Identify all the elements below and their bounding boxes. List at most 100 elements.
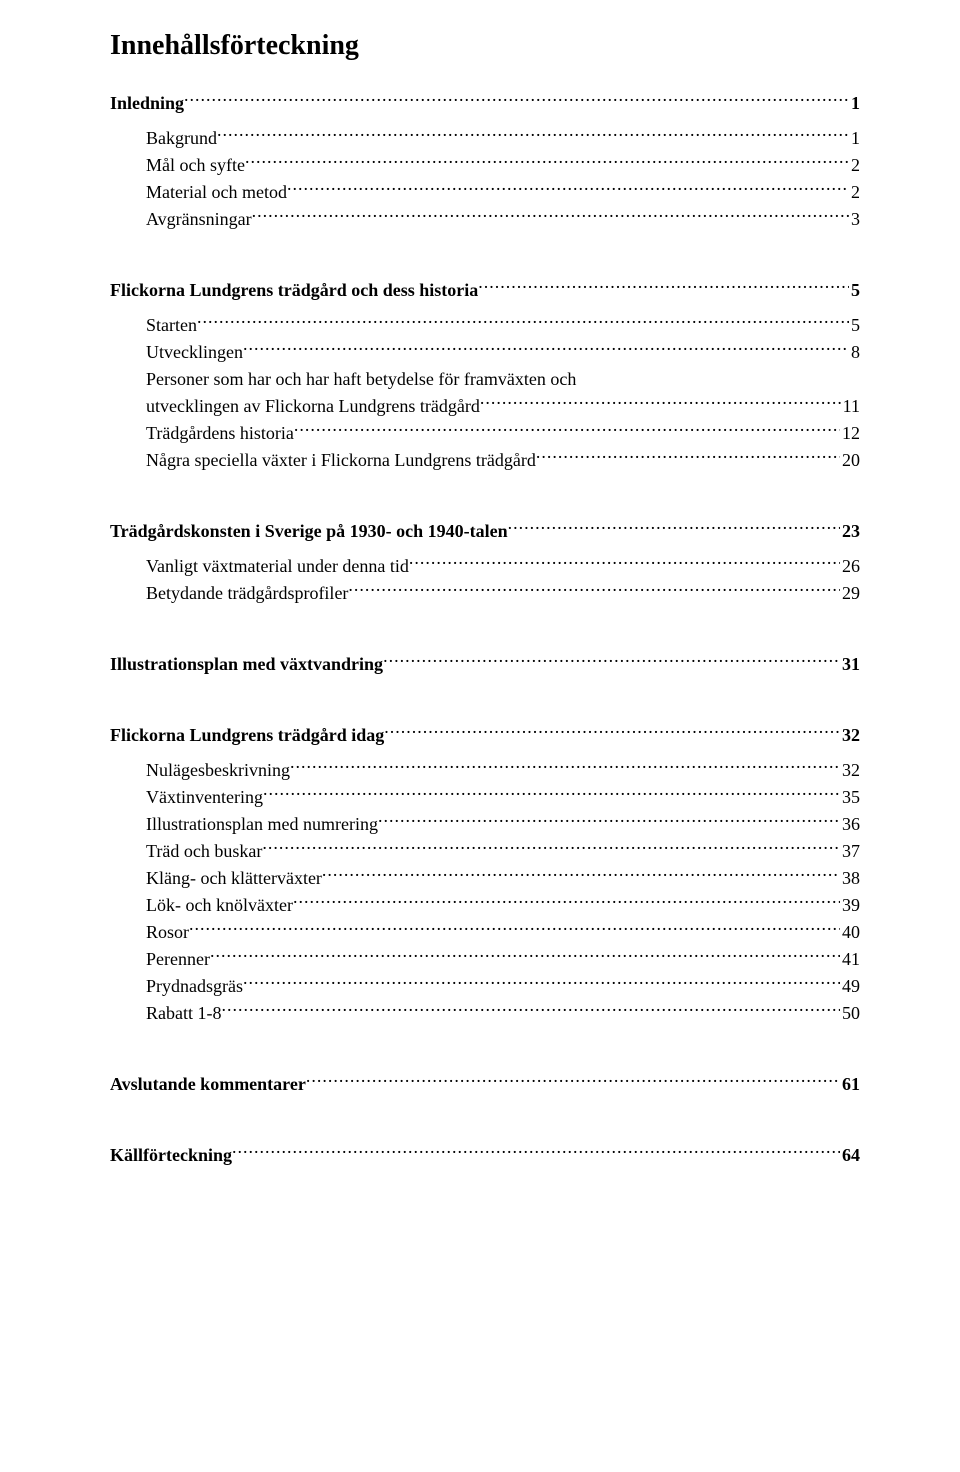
toc-entry-label: Prydnadsgräs (146, 973, 243, 1000)
toc-entry-label: Kläng- och klätterväxter (146, 865, 322, 892)
toc-entry-label: Illustrationsplan med numrering (146, 811, 378, 838)
toc-leader (210, 947, 840, 965)
toc-entry-page: 20 (840, 447, 860, 474)
toc-entry-page: 36 (840, 811, 860, 838)
toc-leader (478, 278, 849, 296)
toc-entry: Nulägesbeskrivning 32 (110, 757, 860, 784)
toc-leader (378, 812, 840, 830)
toc-entry-label: Mål och syfte (146, 152, 245, 179)
toc-entry-label: Material och metod (146, 179, 287, 206)
toc-entry-label: Växtinventering (146, 784, 263, 811)
toc-entry: Några speciella växter i Flickorna Lundg… (110, 447, 860, 474)
toc-entry-page: 31 (840, 651, 860, 678)
toc-leader (322, 866, 840, 884)
toc-entry-page: 32 (840, 722, 860, 749)
toc-leader (221, 1001, 840, 1019)
toc-entry-label: utvecklingen av Flickorna Lundgrens träd… (146, 393, 480, 420)
toc-entry-page: 1 (849, 125, 860, 152)
toc-entry-label: Perenner (146, 946, 210, 973)
toc-entry: Bakgrund1 (110, 125, 860, 152)
toc-entry: Perenner41 (110, 946, 860, 973)
toc-leader (197, 313, 849, 331)
toc-leader (290, 758, 840, 776)
toc-entry: Rosor40 (110, 919, 860, 946)
toc-entry-page: 32 (840, 757, 860, 784)
toc-entry: Betydande trädgårdsprofiler29 (110, 580, 860, 607)
toc-entry-label: Flickorna Lundgrens trädgård idag (110, 722, 384, 749)
toc-entry: Vanligt växtmaterial under denna tid 26 (110, 553, 860, 580)
toc-entry-label: Avgränsningar (146, 206, 252, 233)
toc-leader (262, 839, 840, 857)
toc-leader (243, 340, 849, 358)
toc-entry-page: 35 (840, 784, 860, 811)
toc-leader (287, 180, 849, 198)
toc-leader (189, 920, 840, 938)
toc-entry-page: 61 (840, 1071, 860, 1098)
toc-entry-page: 38 (840, 865, 860, 892)
toc-leader (294, 421, 840, 439)
toc-leader (293, 893, 840, 911)
toc-entry-label: Starten (146, 312, 197, 339)
toc-entry-label: Personer som har och har haft betydelse … (146, 366, 576, 393)
toc-entry-page: 50 (840, 1000, 860, 1027)
toc-leader (384, 723, 840, 741)
toc-entry-page: 64 (840, 1142, 860, 1169)
toc-entry-page: 11 (841, 393, 860, 420)
toc-entry-page: 23 (840, 518, 860, 545)
toc-entry-label: Lök- och knölväxter (146, 892, 293, 919)
toc-heading-entry: Flickorna Lundgrens trädgård och dess hi… (110, 277, 860, 304)
toc-entry: Växtinventering 35 (110, 784, 860, 811)
toc-leader (480, 394, 841, 412)
toc-entry-label: Vanligt växtmaterial under denna tid (146, 553, 409, 580)
toc-entry-page: 3 (849, 206, 860, 233)
toc-entry: Träd och buskar 37 (110, 838, 860, 865)
toc-entry-label: Inledning (110, 90, 184, 117)
toc-leader (245, 153, 849, 171)
toc-leader (263, 785, 840, 803)
toc-entry: Lök- och knölväxter 39 (110, 892, 860, 919)
toc-heading-entry: Illustrationsplan med växtvandring 31 (110, 651, 860, 678)
toc-entry: Starten 5 (110, 312, 860, 339)
toc-entry-page: 26 (840, 553, 860, 580)
toc-entry-page: 5 (849, 312, 860, 339)
toc-entry-label: Avslutande kommentarer (110, 1071, 306, 1098)
toc-entry: Trädgårdens historia12 (110, 420, 860, 447)
toc-leader (409, 554, 840, 572)
toc-entry-label: Trädgårdskonsten i Sverige på 1930- och … (110, 518, 508, 545)
toc-heading-entry: Källförteckning 64 (110, 1142, 860, 1169)
toc-entry: Avgränsningar 3 (110, 206, 860, 233)
toc-body: Inledning1Bakgrund1Mål och syfte2Materia… (110, 72, 860, 1169)
toc-entry: Prydnadsgräs 49 (110, 973, 860, 1000)
toc-leader (383, 652, 840, 670)
toc-entry-label: Utvecklingen (146, 339, 243, 366)
toc-entry-page: 2 (849, 152, 860, 179)
toc-entry-page: 5 (849, 277, 860, 304)
toc-entry-page: 37 (840, 838, 860, 865)
toc-entry: Illustrationsplan med numrering 36 (110, 811, 860, 838)
toc-entry-label: Träd och buskar (146, 838, 262, 865)
toc-entry: Rabatt 1-8 50 (110, 1000, 860, 1027)
toc-leader (243, 974, 840, 992)
toc-entry: Personer som har och har haft betydelse … (110, 366, 860, 393)
toc-entry-label: Källförteckning (110, 1142, 232, 1169)
toc-entry-label: Några speciella växter i Flickorna Lundg… (146, 447, 536, 474)
toc-entry-label: Nulägesbeskrivning (146, 757, 290, 784)
toc-heading-entry: Trädgårdskonsten i Sverige på 1930- och … (110, 518, 860, 545)
toc-entry: Material och metod2 (110, 179, 860, 206)
toc-entry: utvecklingen av Flickorna Lundgrens träd… (110, 393, 860, 420)
toc-leader (536, 448, 840, 466)
toc-leader (252, 207, 849, 225)
toc-entry-page: 49 (840, 973, 860, 1000)
toc-entry-label: Rabatt 1-8 (146, 1000, 221, 1027)
toc-entry: Utvecklingen 8 (110, 339, 860, 366)
toc-entry-page: 8 (849, 339, 860, 366)
toc-entry: Mål och syfte 2 (110, 152, 860, 179)
toc-heading-entry: Avslutande kommentarer 61 (110, 1071, 860, 1098)
toc-leader (232, 1143, 840, 1161)
toc-entry-label: Illustrationsplan med växtvandring (110, 651, 383, 678)
toc-entry-page: 1 (849, 90, 860, 117)
toc-heading-entry: Flickorna Lundgrens trädgård idag 32 (110, 722, 860, 749)
toc-entry-page: 12 (840, 420, 860, 447)
toc-entry-page: 39 (840, 892, 860, 919)
toc-leader (348, 581, 840, 599)
